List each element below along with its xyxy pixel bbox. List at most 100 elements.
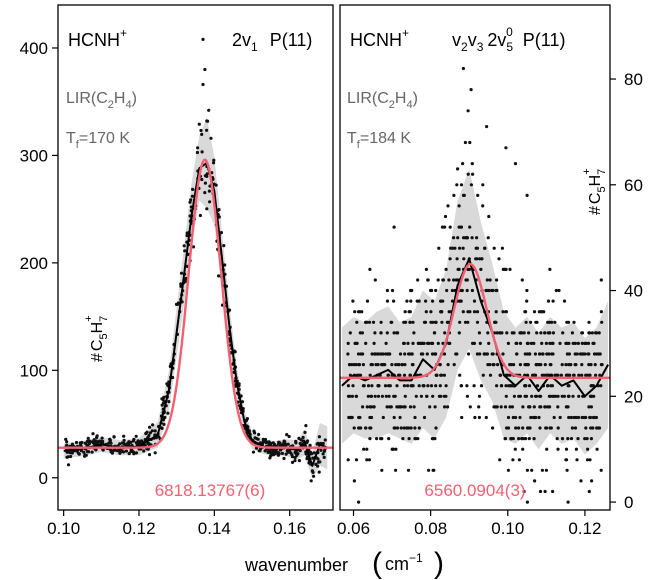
- left-data-point: [76, 451, 81, 455]
- right-data-point: [475, 352, 479, 356]
- right-data-point: [413, 415, 417, 420]
- right-data-point: [351, 384, 355, 388]
- right-data-point: [450, 246, 455, 250]
- right-data-point: [461, 246, 465, 250]
- right-data-point: [533, 352, 538, 356]
- right-data-point: [537, 310, 542, 314]
- left-data-point: [66, 463, 71, 467]
- right-data-point: [373, 394, 377, 398]
- right-data-point: [569, 363, 573, 367]
- left-data-point: [150, 429, 154, 433]
- right-data-point: [444, 384, 448, 388]
- right-data-point: [560, 363, 564, 367]
- right-data-point: [575, 458, 579, 462]
- right-data-point: [556, 447, 560, 451]
- right-data-point: [452, 278, 456, 282]
- right-data-point: [589, 363, 593, 367]
- left-data-point: [282, 456, 286, 461]
- right-data-point: [376, 384, 380, 388]
- right-data-point: [431, 394, 435, 398]
- right-data-point: [442, 394, 446, 398]
- right-data-point: [457, 331, 461, 335]
- right-data-point: [504, 310, 508, 314]
- left-data-point: [125, 443, 129, 447]
- left-data-point: [179, 271, 184, 275]
- right-data-point: [589, 426, 593, 430]
- right-data-point: [385, 288, 389, 293]
- right-data-point: [477, 415, 481, 420]
- right-data-point: [600, 363, 604, 367]
- left-data-point: [144, 431, 148, 436]
- left-data-point: [276, 450, 280, 454]
- right-data-point: [453, 246, 457, 250]
- right-data-point: [474, 246, 478, 250]
- right-data-point: [408, 373, 412, 377]
- right-data-point: [439, 299, 443, 303]
- right-data-point: [527, 405, 531, 409]
- right-data-point: [421, 384, 425, 388]
- right-molecule-label: HCNH+: [350, 26, 409, 50]
- left-data-point: [112, 448, 116, 452]
- left-data-point: [297, 436, 301, 440]
- right-data-point: [466, 267, 470, 271]
- right-data-point: [539, 405, 543, 409]
- right-data-point: [410, 288, 414, 293]
- right-data-point: [386, 373, 390, 377]
- left-x-tick-label: 0.16: [273, 519, 306, 538]
- right-data-point: [539, 331, 543, 335]
- right-data-point: [403, 405, 407, 409]
- right-data-point: [587, 363, 591, 367]
- right-data-point: [455, 257, 459, 261]
- right-data-point: [546, 299, 551, 303]
- right-y-tick-label: 60: [624, 176, 643, 195]
- left-data-point: [108, 437, 112, 441]
- right-x-tick-label: 0.10: [491, 519, 524, 538]
- right-data-point: [351, 299, 355, 303]
- left-data-point: [304, 452, 308, 456]
- left-data-point: [130, 449, 134, 453]
- right-data-point: [589, 405, 594, 409]
- right-data-point: [426, 341, 430, 345]
- left-x-tick-label: 0.12: [122, 519, 155, 538]
- right-data-point: [426, 278, 430, 282]
- left-data-point: [153, 451, 157, 455]
- left-data-point: [179, 282, 183, 286]
- right-data-point: [465, 236, 469, 240]
- right-x-tick-label: 0.06: [337, 519, 370, 538]
- right-data-point: [521, 447, 525, 451]
- right-data-point: [508, 267, 512, 271]
- right-data-point: [522, 489, 526, 494]
- right-data-point: [546, 384, 550, 388]
- left-data-point: [147, 453, 152, 457]
- right-data-point: [389, 405, 393, 409]
- right-data-point: [402, 373, 407, 377]
- left-data-point: [189, 198, 193, 202]
- right-data-point: [598, 352, 602, 356]
- left-data-point: [301, 435, 305, 440]
- right-data-point: [520, 437, 524, 441]
- right-data-point: [442, 373, 446, 377]
- left-data-point: [185, 264, 189, 268]
- left-data-point: [311, 456, 315, 460]
- right-data-point: [504, 384, 508, 388]
- right-data-point: [390, 363, 394, 367]
- left-data-point: [66, 455, 70, 459]
- right-temperature-label: Tf=184 K: [347, 130, 411, 151]
- right-data-point: [364, 320, 368, 324]
- right-data-point: [352, 363, 356, 367]
- right-fit-line: [340, 262, 610, 379]
- right-data-point: [484, 415, 488, 420]
- right-data-point: [393, 426, 397, 430]
- right-data-point: [361, 384, 365, 388]
- left-data-point: [318, 460, 322, 464]
- left-outlier-point: [201, 82, 205, 87]
- left-data-point: [199, 128, 203, 133]
- right-data-point: [459, 384, 464, 388]
- right-data-point: [472, 384, 476, 388]
- right-ylabel: #C5H7+: [581, 168, 608, 215]
- left-data-point: [316, 464, 320, 468]
- left-data-point: [263, 449, 267, 453]
- right-data-point: [435, 373, 439, 377]
- right-data-point: [594, 415, 599, 420]
- left-plot-frame: [57, 4, 334, 511]
